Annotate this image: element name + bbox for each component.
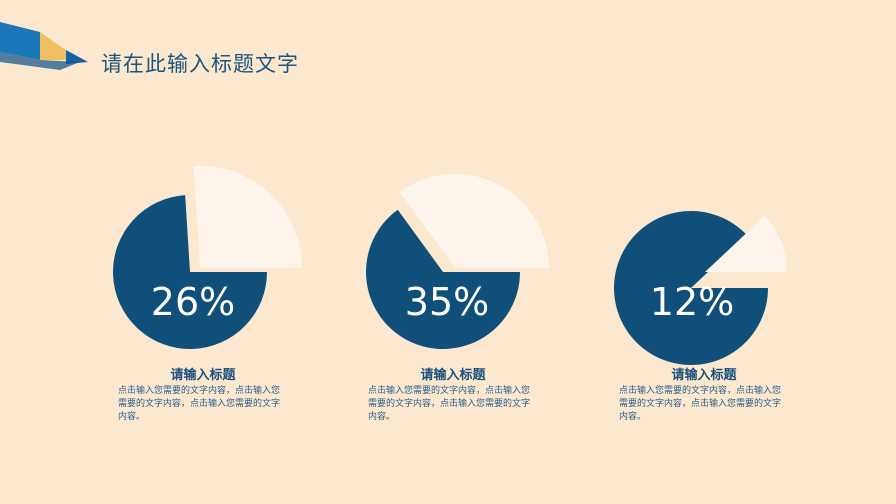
caption-1: 请输入标题 点击输入您需要的文字内容，点击输入您需要的文字内容，点击输入您需要的… [118, 364, 288, 424]
caption-1-title: 请输入标题 [170, 368, 236, 383]
pie-2-label: 35% [404, 280, 490, 324]
pie-3-highlight-slice [705, 215, 787, 272]
pie-3-label: 12% [649, 280, 735, 324]
page-title: 请在此输入标题文字 [101, 52, 299, 76]
caption-3-body: 点击输入您需要的文字内容，点击输入您需要的文字内容，点击输入您需要的文字内容。 [619, 386, 782, 422]
caption-2-body: 点击输入您需要的文字内容，点击输入您需要的文字内容，点击输入您需要的文字内容。 [368, 386, 531, 422]
pie-1-remainder-slice [113, 195, 267, 349]
pie-2-highlight-slice [399, 174, 549, 268]
caption-2: 请输入标题 点击输入您需要的文字内容，点击输入您需要的文字内容，点击输入您需要的… [368, 364, 538, 424]
pencil-icon [0, 22, 88, 70]
caption-2-title: 请输入标题 [420, 368, 486, 383]
caption-1-body: 点击输入您需要的文字内容，点击输入您需要的文字内容，点击输入您需要的文字内容。 [118, 386, 281, 422]
pie-1-highlight-slice [193, 166, 302, 268]
pie-2-remainder-slice [366, 209, 520, 349]
caption-3: 请输入标题 点击输入您需要的文字内容，点击输入您需要的文字内容，点击输入您需要的… [619, 364, 789, 424]
caption-3-title: 请输入标题 [671, 368, 737, 383]
pie-1-label: 26% [150, 280, 236, 324]
